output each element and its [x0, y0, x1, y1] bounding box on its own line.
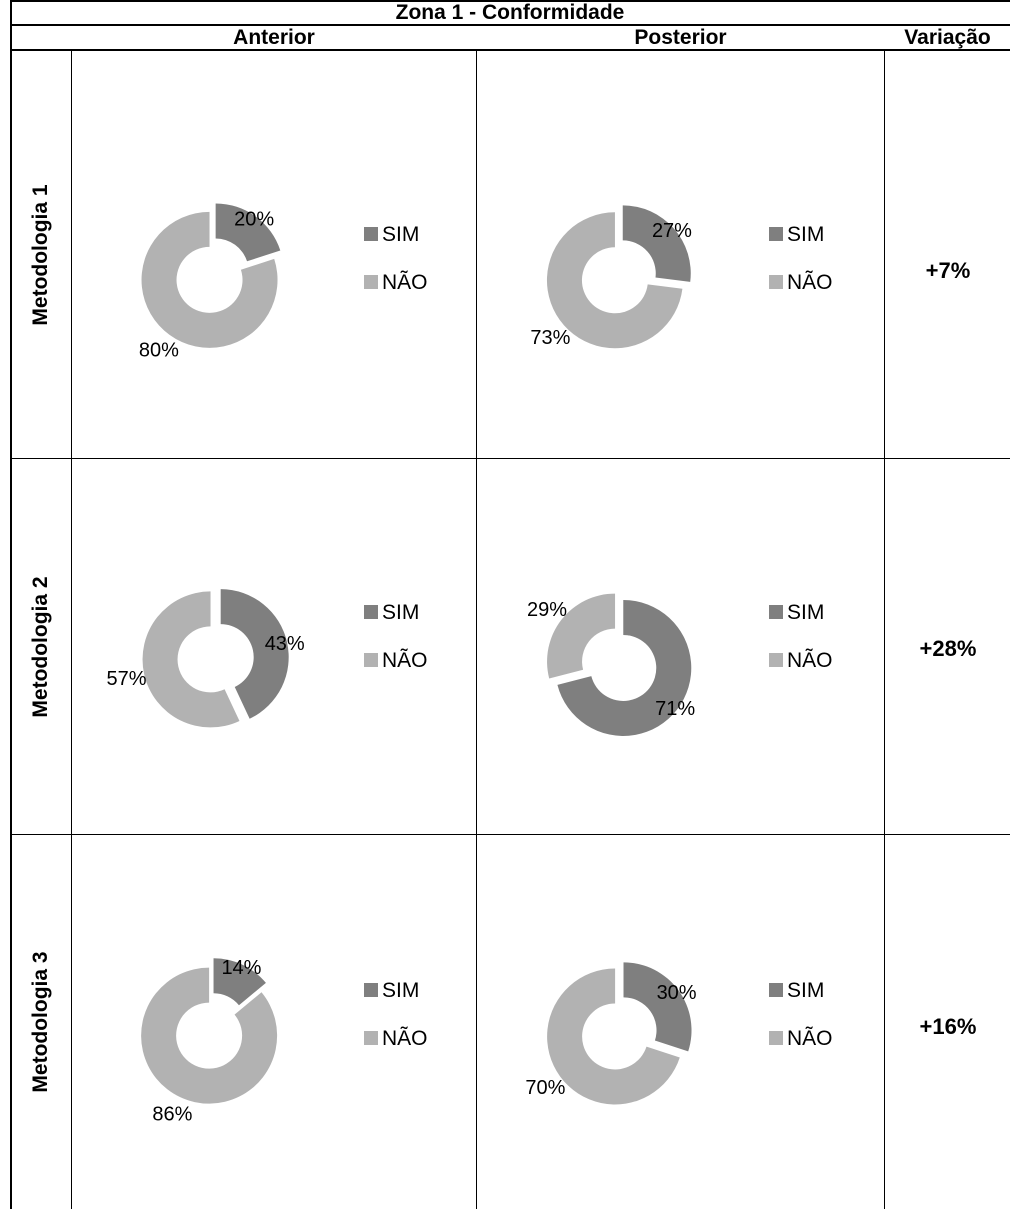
donut-slice-nao: [142, 591, 240, 728]
legend-label-nao: NÃO: [787, 1026, 833, 1050]
variation-value-2: +28%: [919, 636, 977, 661]
legend-swatch-sim: [769, 227, 783, 241]
donut-slice-nao: [141, 967, 278, 1104]
legend-swatch-sim: [769, 983, 783, 997]
donut-slice-sim: [215, 203, 281, 262]
column-header-before: Anterior: [233, 26, 315, 49]
data-label-nao: 70%: [525, 1077, 565, 1099]
data-label-sim: 14%: [221, 957, 261, 979]
row-divider-2: [10, 834, 1010, 835]
donut-slice-sim: [213, 958, 266, 1006]
column-divider-1: [71, 50, 72, 1209]
donut-slice-sim: [623, 962, 692, 1052]
legend-swatch-nao: [769, 653, 783, 667]
header-divider: [10, 49, 1010, 51]
donut-chart-1-posterior: 27% 73% SIM NÃO: [530, 205, 833, 349]
legend-label-nao: NÃO: [382, 648, 428, 672]
legend-label-sim: SIM: [787, 979, 824, 1002]
title-divider: [10, 24, 1010, 26]
legend-swatch-sim: [364, 983, 378, 997]
table-title: Zona 1 - Conformidade: [395, 1, 625, 24]
data-label-nao: 57%: [106, 668, 146, 690]
data-label-sim: 71%: [655, 698, 695, 720]
legend-label-nao: NÃO: [382, 270, 428, 294]
variation-value-3: +16%: [919, 1014, 977, 1039]
legend-swatch-nao: [769, 275, 783, 289]
legend-swatch-nao: [364, 1031, 378, 1045]
data-label-sim: 43%: [265, 633, 305, 655]
data-label-sim: 27%: [652, 220, 692, 242]
row-header-3: Metodologia 3: [12, 835, 70, 1209]
legend-swatch-sim: [364, 605, 378, 619]
legend-swatch-sim: [769, 605, 783, 619]
legend-label-sim: SIM: [382, 223, 419, 246]
donut-slice-nao: [546, 212, 683, 349]
donut-slice-nao: [547, 968, 680, 1105]
row-label: Metodologia 3: [29, 951, 52, 1093]
donut-chart-3-anterior: 14% 86% SIM NÃO: [141, 957, 428, 1126]
column-divider-2: [476, 50, 477, 1209]
legend-label-sim: SIM: [382, 979, 419, 1002]
data-label-nao: 80%: [139, 340, 179, 362]
donut-chart-1-anterior: 20% 80% SIM NÃO: [139, 203, 428, 362]
column-header-after: Posterior: [634, 26, 727, 49]
legend-swatch-nao: [364, 275, 378, 289]
data-label-nao: 29%: [527, 599, 567, 621]
variation-value-1: +7%: [925, 258, 971, 283]
data-label-sim: 30%: [657, 982, 697, 1004]
row-divider-1: [10, 458, 1010, 459]
column-header-variation: Variação: [904, 26, 991, 49]
legend-label-nao: NÃO: [382, 1026, 428, 1050]
legend-label-sim: SIM: [382, 601, 419, 624]
donut-slice-nao: [547, 593, 616, 679]
legend-label-nao: NÃO: [787, 648, 833, 672]
donut-chart-2-anterior: 43% 57% SIM NÃO: [106, 589, 428, 728]
donut-slice-sim: [622, 205, 691, 282]
donut-slice-nao: [141, 211, 278, 348]
legend-swatch-sim: [364, 227, 378, 241]
donut-chart-3-posterior: 30% 70% SIM NÃO: [525, 962, 833, 1105]
table-border-left: [10, 0, 12, 1209]
table-border-top: [10, 0, 1010, 2]
data-label-nao: 86%: [152, 1104, 192, 1126]
data-label-nao: 73%: [530, 327, 570, 349]
legend-label-sim: SIM: [787, 601, 824, 624]
legend-swatch-nao: [769, 1031, 783, 1045]
row-label: Metodologia 1: [29, 183, 52, 326]
row-header-1: Metodologia 1: [12, 51, 70, 458]
legend-swatch-nao: [364, 653, 378, 667]
row-header-2: Metodologia 2: [12, 459, 70, 834]
donut-slice-sim: [220, 589, 289, 719]
row-label: Metodologia 2: [29, 575, 52, 718]
column-divider-3: [884, 50, 885, 1209]
donut-slice-sim: [557, 599, 692, 736]
data-label-sim: 20%: [234, 208, 274, 230]
legend-label-nao: NÃO: [787, 270, 833, 294]
donut-chart-2-posterior: 71% 29% SIM NÃO: [527, 593, 833, 736]
legend-label-sim: SIM: [787, 223, 824, 246]
